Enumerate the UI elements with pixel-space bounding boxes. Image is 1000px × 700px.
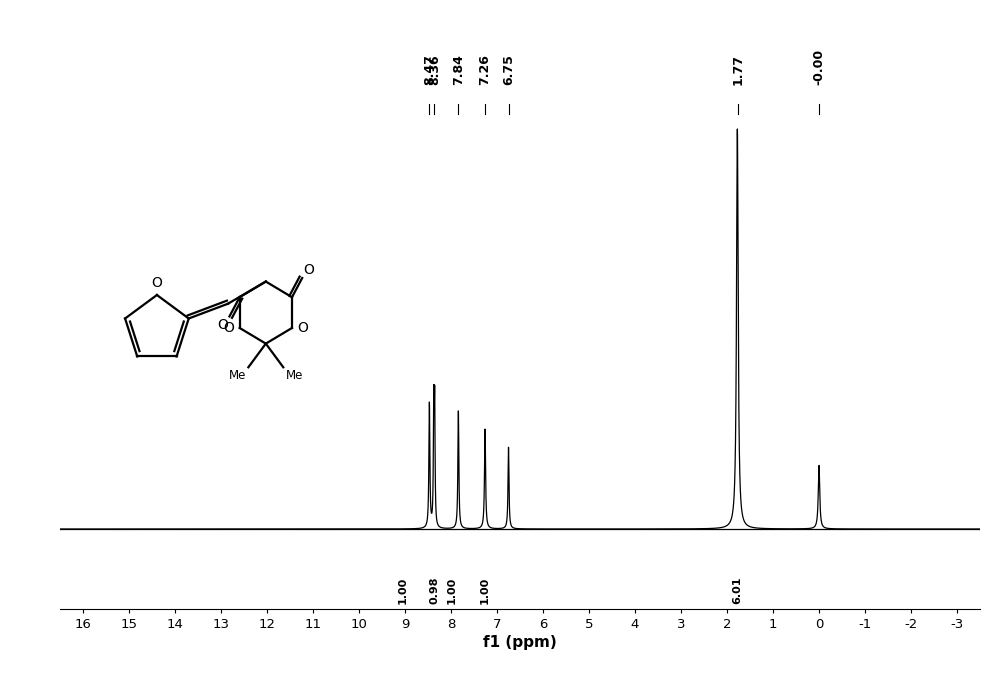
Text: 1.00: 1.00 [398, 576, 408, 603]
Text: 6.01: 6.01 [733, 576, 743, 604]
Text: O: O [151, 276, 162, 290]
Text: O: O [297, 321, 308, 335]
Text: 1.00: 1.00 [446, 576, 456, 603]
Text: 7.26: 7.26 [479, 55, 492, 85]
X-axis label: f1 (ppm): f1 (ppm) [483, 635, 557, 650]
Text: O: O [218, 318, 229, 332]
Text: Me: Me [286, 369, 303, 382]
Text: -0.00: -0.00 [813, 49, 826, 85]
Text: 8.47: 8.47 [423, 55, 436, 85]
Text: O: O [303, 262, 314, 276]
Text: 8.36: 8.36 [428, 55, 441, 85]
Text: 7.84: 7.84 [452, 55, 465, 85]
Text: O: O [224, 321, 234, 335]
Text: 0.98: 0.98 [429, 576, 439, 604]
Text: Me: Me [229, 369, 246, 382]
Text: 1.00: 1.00 [480, 576, 490, 603]
Text: 1.77: 1.77 [731, 55, 744, 85]
Text: 6.75: 6.75 [502, 55, 515, 85]
